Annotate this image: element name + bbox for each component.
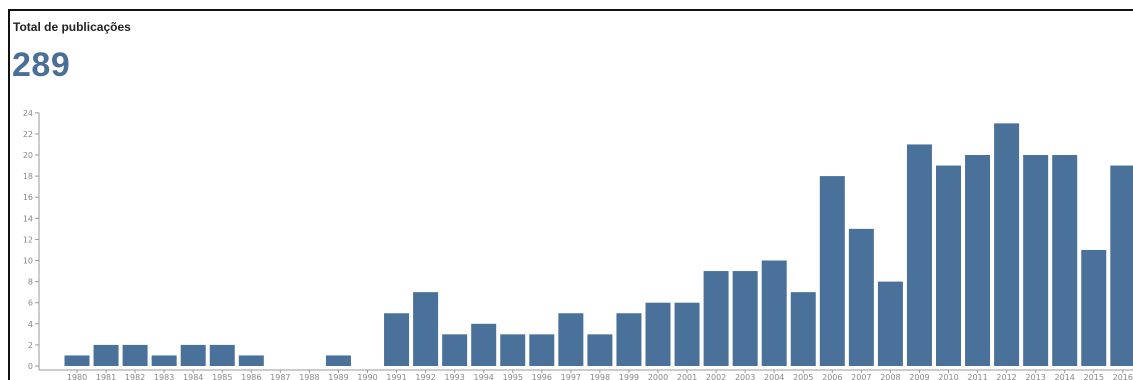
y-tick-label-12: 12 [23,235,33,244]
y-tick-label-10: 10 [23,257,33,266]
bar-2015[interactable] [1081,249,1107,366]
bar-1994[interactable] [471,323,497,366]
x-tick-label-1985: 1985 [212,373,232,380]
bar-2012[interactable] [994,123,1020,366]
x-tick-label-1992: 1992 [415,373,435,380]
bar-1993[interactable] [442,334,468,366]
x-tick-label-1989: 1989 [328,373,348,380]
bar-1989[interactable] [325,355,351,366]
bar-1981[interactable] [93,344,119,366]
bar-1986[interactable] [238,355,264,366]
x-tick-label-2006: 2006 [822,373,842,380]
x-tick-label-1995: 1995 [503,373,523,380]
y-tick-label-24: 24 [23,109,33,118]
y-tick-label-22: 22 [23,130,33,139]
bars [64,123,1133,367]
bar-2014[interactable] [1052,155,1078,366]
bar-1995[interactable] [500,334,526,366]
bar-2007[interactable] [848,228,874,366]
bar-1999[interactable] [616,313,642,366]
x-tick-label-2014: 2014 [1055,373,1075,380]
x-axis: 1980 1981 1982 1983 1984 1985 1986 1987 1988 1989… [39,369,1133,380]
x-tick-label-2009: 2009 [909,373,929,380]
x-tick-label-1993: 1993 [444,373,464,380]
x-tick-label-2000: 2000 [648,373,668,380]
widget-title: Total de publicações [13,20,131,34]
bar-1984[interactable] [180,344,206,366]
x-tick-label-1998: 1998 [590,373,610,380]
x-tick-label-1996: 1996 [532,373,552,380]
y-tick-label-16: 16 [23,193,33,202]
x-tick-label-1986: 1986 [241,373,261,380]
y-tick-label-2: 2 [28,341,33,350]
x-tick-label-2001: 2001 [677,373,697,380]
bar-2005[interactable] [790,292,816,366]
bar-1980[interactable] [64,355,90,366]
x-tick-label-1997: 1997 [561,373,581,380]
bar-1985[interactable] [209,344,235,366]
bar-2004[interactable] [761,260,787,367]
x-tick-label-1983: 1983 [154,373,174,380]
bar-2013[interactable] [1023,155,1049,366]
x-tick-label-2016: 2016 [1113,373,1133,380]
bar-1992[interactable] [413,292,439,366]
bar-2011[interactable] [965,155,991,366]
x-tick-label-2013: 2013 [1025,373,1045,380]
y-tick-label-8: 8 [28,278,33,287]
bar-2010[interactable] [936,165,961,366]
x-tick-label-2003: 2003 [735,373,755,380]
bar-2006[interactable] [819,176,845,366]
x-tick-label-1980: 1980 [67,373,87,380]
x-tick-label-1984: 1984 [183,373,203,380]
x-tick-label-2002: 2002 [706,373,726,380]
publications-panel: Total de publicações 289 0 2 4 6 8 10 12 14 16 18… [8,9,1133,380]
x-tick-label-1990: 1990 [357,373,377,380]
y-tick-label-0: 0 [28,362,33,371]
x-tick-label-1994: 1994 [474,373,494,380]
bar-1998[interactable] [587,334,613,366]
bar-1991[interactable] [384,313,410,366]
y-tick-label-14: 14 [23,214,33,223]
x-tick-label-2010: 2010 [938,373,958,380]
bar-2016[interactable] [1110,165,1133,366]
bar-2001[interactable] [674,302,700,366]
x-tick-label-2004: 2004 [764,373,784,380]
bar-1997[interactable] [558,313,584,366]
x-tick-label-1991: 1991 [386,373,406,380]
total-count: 289 [12,46,71,84]
bar-2008[interactable] [877,281,903,366]
x-tick-label-2008: 2008 [880,373,900,380]
x-tick-label-1988: 1988 [299,373,319,380]
y-tick-label-20: 20 [23,151,33,160]
bar-1982[interactable] [122,344,148,366]
x-tick-label-2015: 2015 [1084,373,1104,380]
bar-2003[interactable] [732,271,758,366]
bar-1996[interactable] [529,334,555,366]
y-tick-label-6: 6 [28,299,33,308]
bar-2002[interactable] [703,271,729,366]
x-tick-label-1987: 1987 [270,373,290,380]
x-tick-label-2007: 2007 [851,373,871,380]
x-tick-label-1981: 1981 [96,373,116,380]
bar-2000[interactable] [645,302,671,366]
x-tick-label-2005: 2005 [793,373,813,380]
bar-2009[interactable] [906,144,932,366]
x-tick-label-2012: 2012 [996,373,1016,380]
y-tick-label-18: 18 [23,172,33,181]
x-tick-label-2011: 2011 [967,373,987,380]
x-tick-label-1982: 1982 [125,373,145,380]
x-tick-label-1999: 1999 [619,373,639,380]
bar-1983[interactable] [151,355,177,366]
y-tick-label-4: 4 [28,320,33,329]
